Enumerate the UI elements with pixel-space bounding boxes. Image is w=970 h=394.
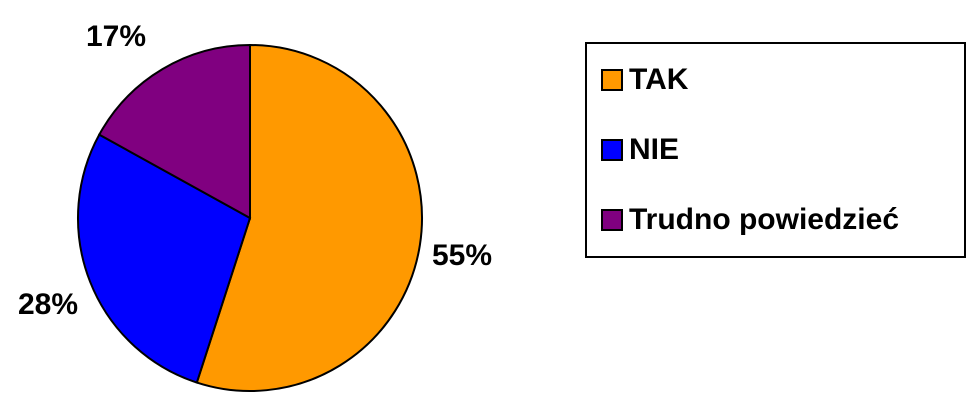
pie-slices (77, 43, 423, 392)
pie-label-nie: 28% (18, 288, 78, 321)
pie-label-tak: 55% (432, 239, 492, 272)
pie-slice-trudno (97, 43, 251, 220)
pie-chart: 55% 28% 17% (18, 20, 492, 392)
pie-slice-nie (77, 133, 252, 384)
legend-item-nie: NIE (601, 130, 679, 170)
legend-item-tak: TAK (601, 60, 688, 100)
legend: TAK NIE Trudno powiedzieć (585, 42, 966, 258)
legend-swatch-trudno (601, 209, 623, 231)
pie-labels: 55% 28% 17% (18, 20, 492, 321)
legend-label-trudno: Trudno powiedzieć (629, 203, 900, 236)
legend-swatch-nie (601, 139, 623, 161)
pie-slice-tak (195, 43, 423, 392)
legend-label-tak: TAK (629, 63, 689, 96)
legend-swatch-tak (601, 69, 623, 91)
pie-label-trudno: 17% (86, 20, 146, 53)
legend-label-nie: NIE (629, 133, 680, 166)
legend-item-trudno: Trudno powiedzieć (601, 200, 899, 240)
